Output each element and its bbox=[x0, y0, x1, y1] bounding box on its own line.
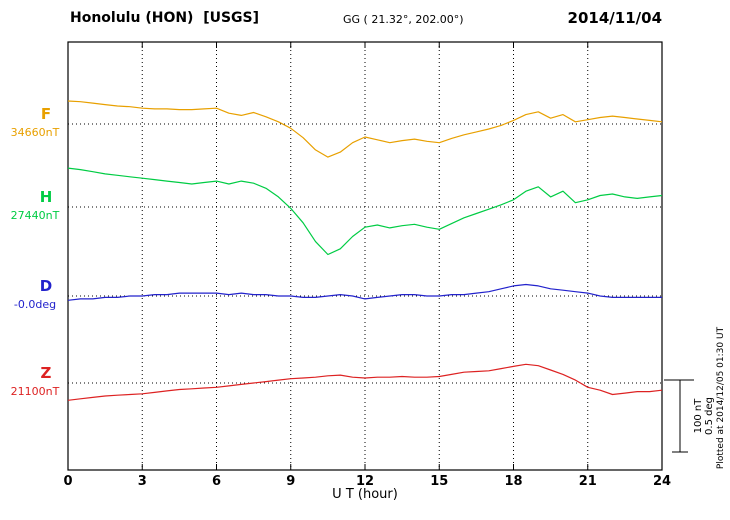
component-baseline-F: 34660nT bbox=[10, 126, 60, 139]
x-tick-0: 0 bbox=[63, 474, 73, 489]
component-baseline-H: 27440nT bbox=[10, 209, 60, 222]
x-axis-label: U T (hour) bbox=[332, 487, 398, 502]
scale-bar-label-deg: 0.5 deg bbox=[704, 397, 715, 435]
x-tick-15: 15 bbox=[430, 474, 449, 489]
trace-Z bbox=[67, 363, 663, 401]
scale-bar-label-nt: 100 nT bbox=[693, 398, 704, 434]
component-letter-F: F bbox=[40, 105, 52, 123]
component-baseline-D: -0.0deg bbox=[13, 298, 57, 311]
component-letter-D: D bbox=[39, 277, 53, 295]
x-tick-3: 3 bbox=[137, 474, 147, 489]
component-letter-H: H bbox=[39, 188, 53, 206]
trace-F bbox=[67, 100, 663, 158]
x-tick-21: 21 bbox=[578, 474, 597, 489]
component-baseline-Z: 21100nT bbox=[10, 385, 60, 398]
station-title: Honolulu (HON) [USGS] bbox=[70, 10, 260, 26]
x-tick-6: 6 bbox=[211, 474, 222, 489]
trace-D bbox=[67, 283, 662, 301]
x-tick-24: 24 bbox=[652, 474, 672, 489]
geo-coordinates: GG ( 21.32°, 202.00°) bbox=[343, 13, 464, 26]
plot-frame bbox=[67, 41, 663, 471]
x-tick-18: 18 bbox=[504, 474, 523, 489]
x-tick-9: 9 bbox=[286, 474, 296, 489]
component-letter-Z: Z bbox=[40, 364, 52, 382]
x-tick-12: 12 bbox=[355, 474, 375, 489]
plot-date: 2014/11/04 bbox=[567, 9, 662, 27]
trace-H bbox=[67, 167, 663, 256]
plotted-at-note: Plotted at 2014/12/05 01:30 UT bbox=[716, 326, 726, 469]
